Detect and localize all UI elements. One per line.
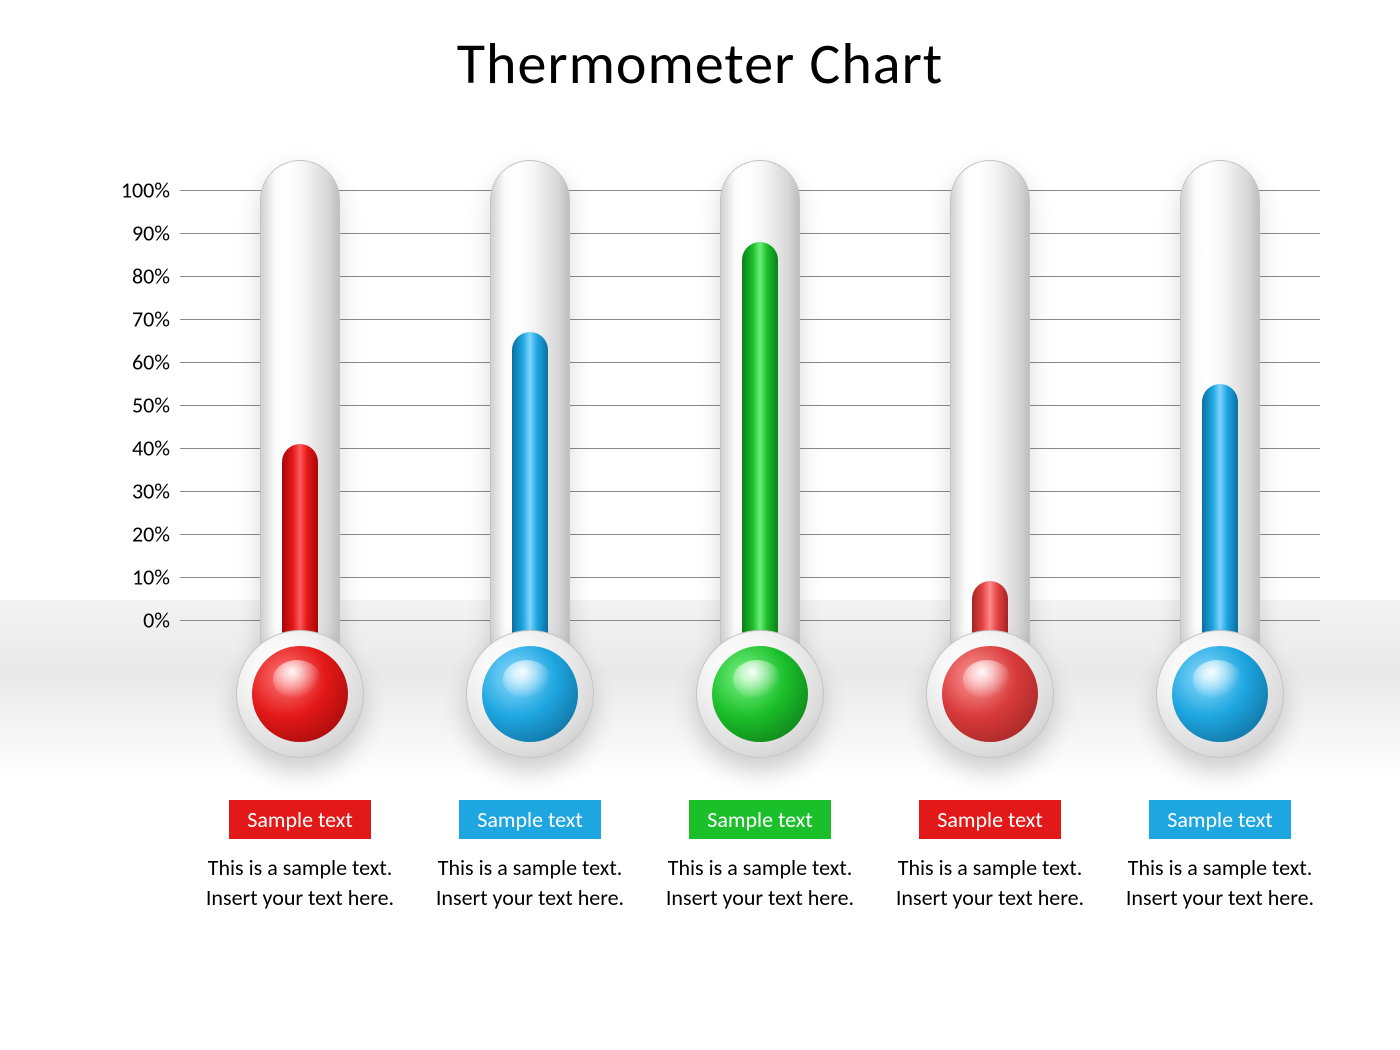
caption-badge: Sample text <box>689 800 830 839</box>
caption-badge: Sample text <box>459 800 600 839</box>
thermometer-fill <box>742 242 778 680</box>
bulb-shine <box>963 660 1011 698</box>
caption-description: This is a sample text. Insert your text … <box>1120 853 1320 912</box>
y-axis-label: 50% <box>100 392 170 419</box>
y-axis-label: 40% <box>100 435 170 462</box>
y-axis-label: 10% <box>100 564 170 591</box>
thermometer-caption: Sample text This is a sample text. Insert… <box>660 800 860 912</box>
thermometer-bulb <box>236 630 364 758</box>
y-axis-label: 20% <box>100 521 170 548</box>
y-axis-label: 60% <box>100 349 170 376</box>
thermometer-bulb <box>1156 630 1284 758</box>
caption-badge: Sample text <box>1149 800 1290 839</box>
thermometer-bulb-fill <box>1172 646 1268 742</box>
thermometer-row <box>180 160 1320 780</box>
thermometer-track <box>512 190 548 620</box>
thermometer-bulb-fill <box>252 646 348 742</box>
thermometer-track <box>972 190 1008 620</box>
y-axis-label: 70% <box>100 306 170 333</box>
y-axis-label: 0% <box>100 607 170 634</box>
y-axis-label: 100% <box>100 177 170 204</box>
chart-stage: 0% 10% 20% 30% 40% 50% 60% 70% 80% 90% 100% <box>80 160 1340 780</box>
thermometer-bulb <box>696 630 824 758</box>
thermometer-bulb <box>926 630 1054 758</box>
thermometer-caption: Sample text This is a sample text. Insert… <box>890 800 1090 912</box>
bulb-shine <box>733 660 781 698</box>
thermometer-bulb-fill <box>942 646 1038 742</box>
y-axis-label: 90% <box>100 220 170 247</box>
thermometer-track <box>742 190 778 620</box>
thermometer-bulb-fill <box>712 646 808 742</box>
chart-title: Thermometer Chart <box>0 28 1400 99</box>
caption-description: This is a sample text. Insert your text … <box>200 853 400 912</box>
thermometer-caption: Sample text This is a sample text. Insert… <box>200 800 400 912</box>
bulb-shine <box>1193 660 1241 698</box>
y-axis-label: 80% <box>100 263 170 290</box>
caption-description: This is a sample text. Insert your text … <box>660 853 860 912</box>
bulb-shine <box>503 660 551 698</box>
bulb-shine <box>273 660 321 698</box>
y-axis-label: 30% <box>100 478 170 505</box>
thermometer-bulb <box>466 630 594 758</box>
thermometer-caption: Sample text This is a sample text. Insert… <box>1120 800 1320 912</box>
thermometer-caption: Sample text This is a sample text. Insert… <box>430 800 630 912</box>
thermometer-fill <box>512 332 548 680</box>
caption-description: This is a sample text. Insert your text … <box>890 853 1090 912</box>
thermometer-track <box>1202 190 1238 620</box>
caption-badge: Sample text <box>229 800 370 839</box>
thermometer-track <box>282 190 318 620</box>
caption-description: This is a sample text. Insert your text … <box>430 853 630 912</box>
caption-badge: Sample text <box>919 800 1060 839</box>
thermometer-bulb-fill <box>482 646 578 742</box>
